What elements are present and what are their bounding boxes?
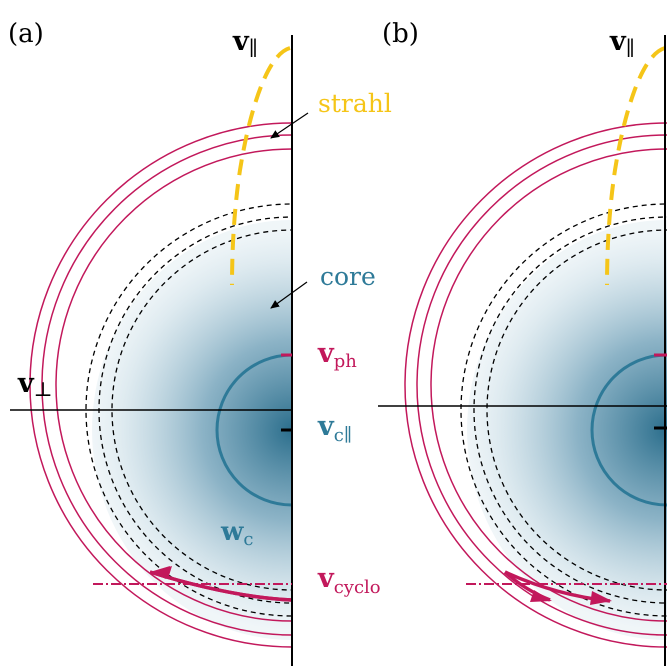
vcyclo-label: vcyclo xyxy=(317,563,381,598)
panel-a: (a) v∥ strahl core v⊥ vph vc∥ wc vcyclo xyxy=(8,19,392,666)
v-parallel-label: v∥ xyxy=(609,26,635,60)
core-thermal-circle xyxy=(590,353,667,507)
resonance-circle xyxy=(416,134,667,636)
strahl-label: strahl xyxy=(318,89,392,118)
v-parallel-sub: ∥ xyxy=(626,36,635,60)
vc-label: vc∥ xyxy=(317,411,352,446)
vph-main: v xyxy=(317,338,335,369)
arrowhead xyxy=(590,591,612,605)
panel-label: (b) xyxy=(382,19,419,49)
strahl-curve xyxy=(605,46,666,286)
vph-label: vph xyxy=(317,338,357,372)
v-parallel-main: v xyxy=(232,26,250,57)
resonance-circle xyxy=(430,148,667,622)
v-parallel-sub: ∥ xyxy=(249,36,258,60)
strahl-curve xyxy=(230,46,291,286)
v-parallel-label: v∥ xyxy=(232,26,258,60)
core-label: core xyxy=(320,262,376,291)
vph-sub: ph xyxy=(334,351,358,372)
v-perp-main: v xyxy=(17,368,35,399)
vc-main: v xyxy=(317,411,335,442)
wc-label: wc xyxy=(220,517,253,550)
arrowhead xyxy=(530,590,552,602)
panel-b: (b) v∥ xyxy=(378,19,667,666)
core-thermal-circle xyxy=(215,353,292,507)
core-distribution xyxy=(92,220,292,640)
v-perp-sub: ⊥ xyxy=(34,377,53,401)
resonance-circle xyxy=(29,122,292,648)
dashed-contour xyxy=(473,216,667,604)
core-distribution xyxy=(467,220,667,640)
wc-main: w xyxy=(220,517,244,547)
panel-label: (a) xyxy=(8,19,44,49)
resonance-circle xyxy=(404,122,667,648)
resonance-circle xyxy=(41,134,292,636)
vcyclo-sub: cyclo xyxy=(334,577,381,598)
arrowhead xyxy=(150,566,170,579)
wc-sub: c xyxy=(243,529,253,550)
vc-sub: c∥ xyxy=(334,425,352,446)
v-parallel-main: v xyxy=(609,26,627,57)
vcyclo-main: v xyxy=(317,563,335,594)
core-pointer xyxy=(270,281,308,309)
v-perp-label: v⊥ xyxy=(17,368,53,401)
resonance-circle xyxy=(55,148,292,622)
strahl-pointer xyxy=(270,112,309,139)
